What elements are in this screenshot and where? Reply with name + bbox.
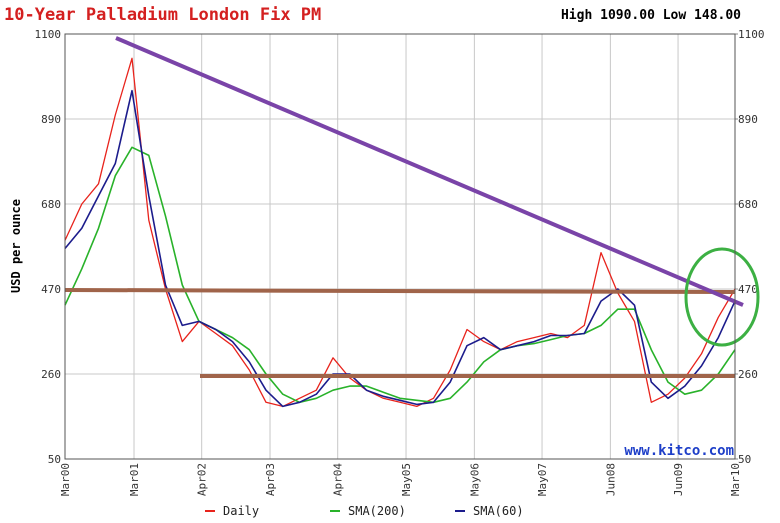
x-tick-label: Apr03 xyxy=(264,463,277,496)
legend-label: SMA(200) xyxy=(348,504,406,518)
x-tick-label: Mar01 xyxy=(128,463,141,496)
legend-label: Daily xyxy=(223,504,259,518)
x-tick-label: Mar10 xyxy=(729,463,742,496)
x-tick-label: Jun08 xyxy=(604,463,617,496)
x-tick-label: May05 xyxy=(400,463,413,496)
highlight-circle xyxy=(684,247,760,347)
x-tick-label: Apr02 xyxy=(196,463,209,496)
resistance-line xyxy=(64,288,736,294)
x-tick-label: Mar00 xyxy=(59,463,72,496)
legend: Daily SMA(200) SMA(60) xyxy=(205,504,524,518)
annotations xyxy=(64,36,760,378)
y-tick-label: 50 xyxy=(48,453,61,466)
y2-tick-label: 890 xyxy=(738,113,758,126)
watermark: www.kitco.com xyxy=(624,443,734,459)
y-tick-label: 1100 xyxy=(35,28,62,41)
chart-subtitle: High 1090.00 Low 148.00 xyxy=(561,8,741,23)
series-line xyxy=(64,89,736,408)
x-tick-label: May06 xyxy=(468,463,481,496)
x-tick-label: Jun09 xyxy=(672,463,685,496)
y-tick-label: 680 xyxy=(41,198,61,211)
y2-tick-label: 50 xyxy=(738,453,751,466)
y2-tick-label: 680 xyxy=(738,198,758,211)
x-tick-label: Apr04 xyxy=(332,463,345,496)
series-line xyxy=(64,146,736,404)
series-lines xyxy=(64,57,736,408)
chart-title: 10-Year Palladium London Fix PM xyxy=(4,5,321,25)
y2-tick-label: 260 xyxy=(738,368,758,381)
y2-tick-label: 470 xyxy=(738,283,758,296)
y2-tick-label: 1100 xyxy=(738,28,765,41)
legend-label: SMA(60) xyxy=(473,504,524,518)
trend-line xyxy=(115,36,744,307)
plot-frame xyxy=(64,33,736,460)
x-tick-label: May07 xyxy=(536,463,549,496)
y-axis-label: USD per ounce xyxy=(9,199,23,293)
y-tick-label: 260 xyxy=(41,368,61,381)
series-line xyxy=(64,57,736,408)
y-tick-label: 890 xyxy=(41,113,61,126)
y-tick-label: 470 xyxy=(41,283,61,296)
